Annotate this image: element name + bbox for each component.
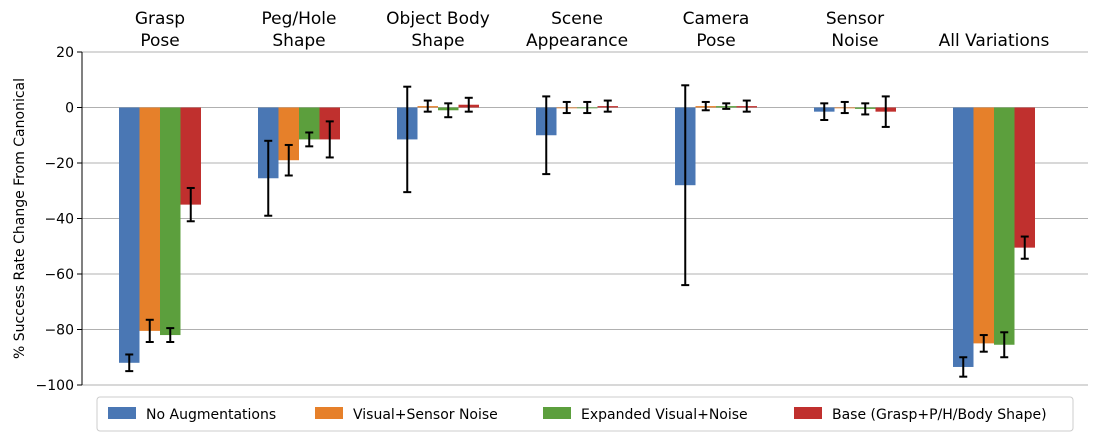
category-label: Appearance — [526, 31, 628, 51]
legend-swatch-2 — [543, 407, 571, 419]
legend-label: Expanded Visual+Noise — [581, 407, 748, 423]
category-label: Scene — [551, 9, 603, 29]
category-label: Object Body — [386, 9, 490, 29]
legend-swatch-0 — [108, 407, 136, 419]
category-label: Grasp — [135, 9, 185, 29]
category-label: Shape — [411, 31, 464, 51]
y-tick-label: 0 — [65, 101, 74, 117]
category-label: Shape — [272, 31, 325, 51]
bar-visual-sensor-noise-6 — [973, 107, 994, 344]
bar-visual-sensor-noise-1 — [278, 107, 299, 161]
bar-expanded-visual-noise-0 — [160, 107, 181, 336]
y-axis-label: % Success Rate Change From Canonical — [12, 78, 28, 359]
legend-swatch-1 — [315, 407, 343, 419]
bar-visual-sensor-noise-0 — [139, 107, 160, 331]
bar-expanded-visual-noise-1 — [299, 107, 320, 140]
y-tick-label: −80 — [44, 323, 74, 339]
bar-expanded-visual-noise-6 — [994, 107, 1015, 345]
category-label: Pose — [696, 31, 735, 51]
y-tick-label: −100 — [36, 378, 74, 394]
legend-label: No Augmentations — [146, 407, 276, 423]
legend-label: Visual+Sensor Noise — [353, 407, 498, 423]
y-tick-label: −40 — [44, 212, 74, 228]
category-label: Pose — [140, 31, 179, 51]
category-label: Camera — [683, 9, 750, 29]
y-tick-label: 20 — [56, 45, 74, 61]
category-label: Peg/Hole — [262, 9, 337, 29]
bar-no-augmentations-0 — [119, 107, 140, 363]
bar-no-augmentations-6 — [953, 107, 974, 367]
legend-label: Base (Grasp+P/H/Body Shape) — [832, 407, 1047, 423]
category-label: Sensor — [826, 9, 884, 29]
y-tick-label: −20 — [44, 156, 74, 172]
category-label: All Variations — [939, 31, 1050, 51]
legend-swatch-3 — [794, 407, 822, 419]
bar-base-grasp-p-h-body-shape--0 — [180, 107, 201, 205]
y-tick-label: −60 — [44, 267, 74, 283]
category-label: Noise — [831, 31, 878, 51]
bar-base-grasp-p-h-body-shape--6 — [1014, 107, 1035, 248]
legend-box — [96, 396, 1074, 432]
